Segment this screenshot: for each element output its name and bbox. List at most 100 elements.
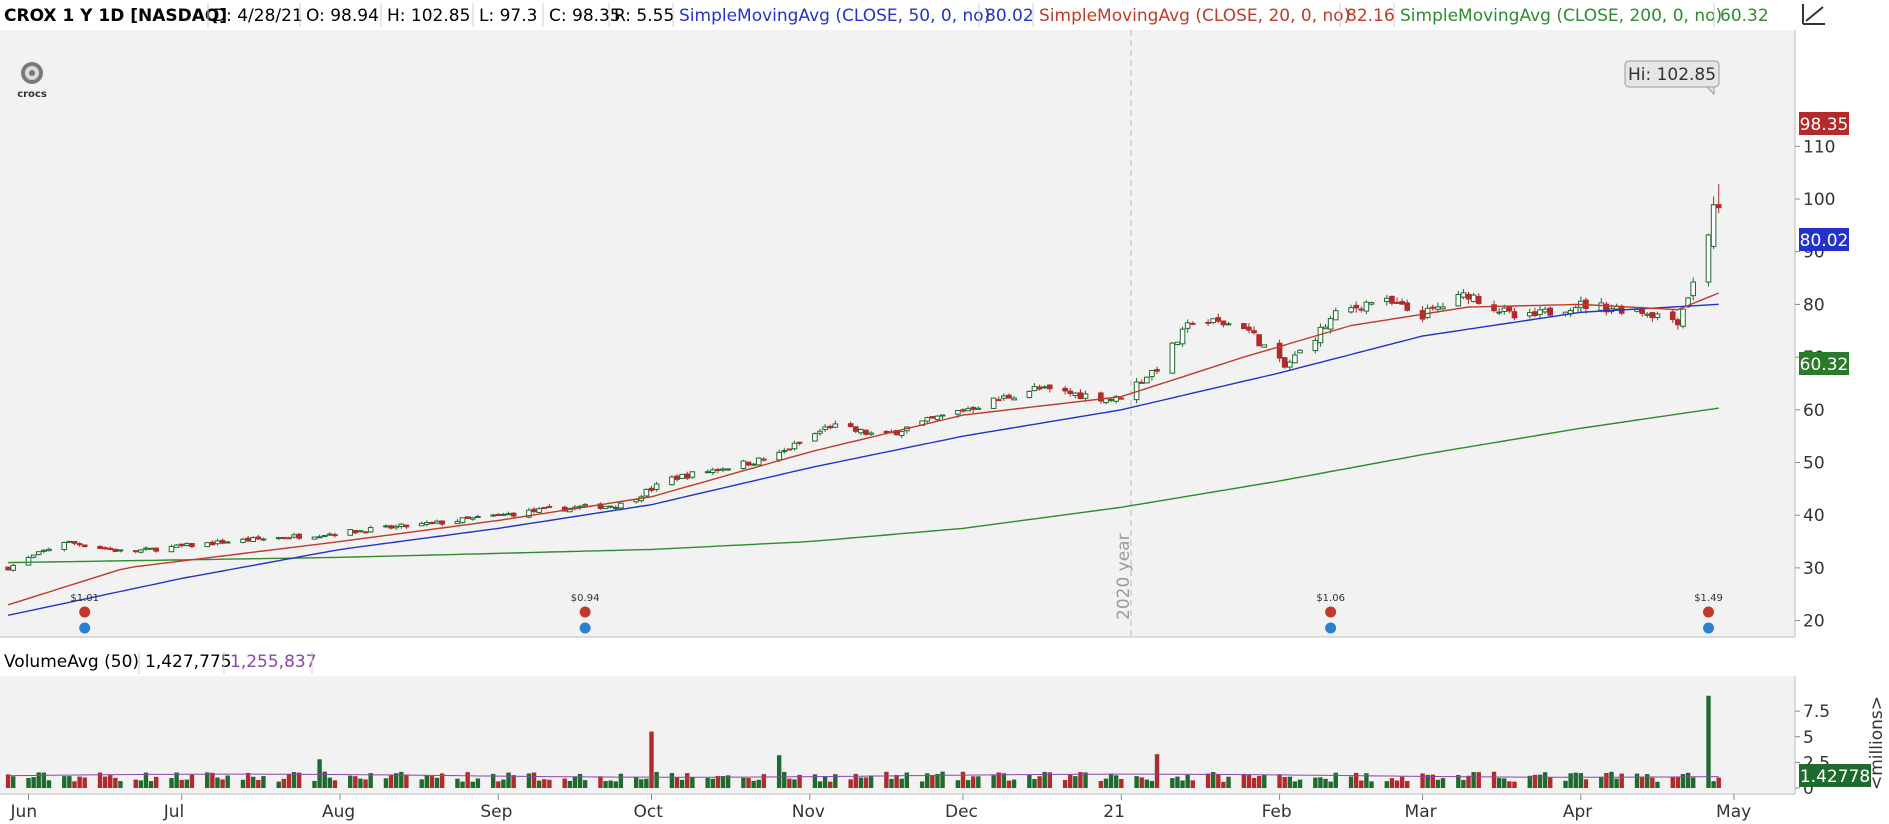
volume-bar	[1011, 779, 1017, 788]
dividend-marker[interactable]: $1.01	[70, 593, 99, 634]
candle	[1098, 391, 1104, 404]
volume-bar	[685, 773, 690, 788]
candle-body	[138, 549, 144, 553]
candle-body	[679, 473, 685, 479]
collapse-icon[interactable]	[1802, 4, 1825, 25]
close-price-tag: 98.35	[1799, 112, 1849, 135]
candle	[669, 475, 675, 486]
volume-bar	[11, 776, 16, 788]
candle-body	[536, 508, 542, 513]
candle	[1384, 294, 1390, 306]
hi-label: Hi: 102.85	[1628, 65, 1716, 85]
candle-body	[214, 540, 221, 545]
candle-body	[1511, 311, 1518, 319]
candle-body	[531, 508, 537, 513]
volume-bar	[169, 778, 174, 788]
volume-bar	[1532, 774, 1538, 788]
candle	[720, 467, 726, 473]
candle-body	[1353, 304, 1359, 309]
candle	[1654, 311, 1661, 321]
candle-body	[459, 517, 466, 524]
candle-body	[1138, 381, 1145, 384]
candle-body	[1026, 390, 1033, 399]
volume-bar	[210, 772, 215, 788]
candle-body	[1169, 342, 1176, 374]
candle	[311, 536, 318, 540]
candle-body	[184, 543, 190, 547]
candle	[1041, 385, 1048, 390]
volume-bar	[1226, 776, 1231, 788]
candle	[475, 514, 481, 518]
dividend-marker[interactable]: $0.94	[571, 593, 600, 634]
candle-body	[475, 515, 481, 518]
volume-bar	[649, 731, 654, 788]
candle	[1046, 384, 1053, 393]
sma200-label[interactable]: SimpleMovingAvg (CLOSE, 200, 0, no)	[1400, 6, 1722, 26]
volume-bar	[399, 771, 404, 788]
candle	[1082, 390, 1089, 402]
dividend-marker[interactable]: $1.06	[1316, 593, 1345, 634]
candle	[1077, 389, 1084, 400]
candle	[219, 538, 226, 545]
candle-body	[1174, 341, 1181, 346]
volume-bars	[5, 695, 1721, 788]
candle-body	[424, 522, 430, 525]
candle-body	[822, 426, 828, 431]
candle-body	[332, 534, 338, 537]
volume-bar	[884, 771, 889, 788]
volume-bar	[1711, 781, 1716, 788]
sma20-label[interactable]: SimpleMovingAvg (CLOSE, 20, 0, no)	[1039, 6, 1350, 26]
volume-bar	[1241, 773, 1247, 788]
volume-bar	[138, 780, 144, 788]
volume-bar	[1154, 754, 1160, 788]
candle-body	[796, 441, 803, 444]
candle-body	[490, 514, 497, 517]
candle-body	[291, 534, 297, 538]
candle-body	[832, 423, 839, 428]
candle-body	[464, 516, 471, 519]
candle	[832, 420, 839, 429]
candle	[1669, 309, 1676, 324]
candle	[1440, 302, 1446, 310]
candle-body	[61, 541, 68, 550]
volume-bar	[965, 780, 971, 788]
candle-body	[102, 547, 108, 550]
candle	[817, 428, 823, 436]
candle	[1511, 308, 1518, 321]
volume-bar	[1466, 775, 1471, 788]
candle	[260, 537, 267, 541]
candle-body	[1501, 307, 1508, 312]
price-tick-label: 30	[1803, 559, 1825, 579]
volume-bar	[1062, 779, 1068, 788]
volume-bar	[1583, 779, 1589, 788]
candle-body	[204, 542, 211, 548]
volume-bar	[1639, 776, 1645, 788]
candle	[1312, 337, 1319, 354]
candle-body	[1690, 281, 1696, 297]
volume-bar	[1563, 780, 1568, 788]
candle	[286, 536, 292, 540]
candle-body	[1082, 393, 1089, 399]
candle	[454, 519, 461, 525]
volume-bar	[174, 772, 179, 788]
volume-bar	[746, 777, 751, 788]
candle-body	[582, 504, 588, 507]
candle	[1506, 306, 1513, 314]
candle	[393, 524, 399, 530]
candle	[66, 540, 73, 543]
volume-bar	[720, 775, 726, 788]
sma50-label[interactable]: SimpleMovingAvg (CLOSE, 50, 0, no)	[679, 6, 990, 26]
candle	[924, 416, 931, 423]
candle	[209, 540, 216, 546]
candle-body	[1394, 301, 1400, 304]
volume-bar	[848, 779, 853, 788]
volume-bar	[1134, 776, 1139, 788]
candle	[1368, 301, 1375, 306]
dividend-marker[interactable]: $1.49	[1694, 593, 1723, 634]
volume-bar	[925, 773, 930, 788]
candle	[240, 537, 246, 544]
candle	[1358, 306, 1365, 313]
candle	[679, 473, 685, 480]
candle	[132, 550, 139, 554]
